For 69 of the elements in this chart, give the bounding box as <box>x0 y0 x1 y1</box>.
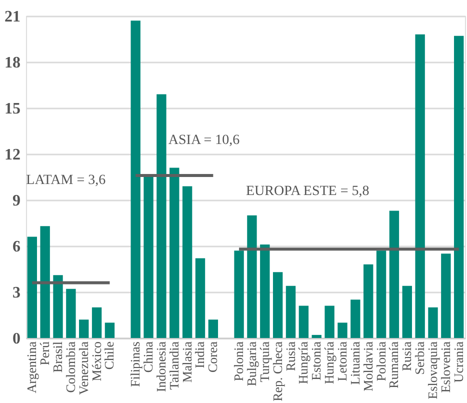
bar <box>247 215 257 338</box>
y-tick-label: 6 <box>12 238 20 256</box>
y-tick-label: 15 <box>4 100 20 118</box>
bar <box>195 258 206 338</box>
bar <box>144 175 154 338</box>
annotation: LATAM = 3,6 <box>26 173 106 188</box>
bar <box>182 186 192 338</box>
bar <box>130 20 140 338</box>
annotation: EUROPA ESTE = 5,8 <box>246 184 370 199</box>
bar <box>79 320 89 338</box>
x-tick-label: Colombia <box>62 341 78 393</box>
bar <box>104 322 115 338</box>
bar <box>272 272 283 338</box>
bar <box>260 244 270 338</box>
x-tick-label: Venezuela <box>76 341 91 395</box>
x-tick-label: Indonesia <box>153 341 168 392</box>
bar <box>376 250 386 338</box>
bar <box>338 322 348 338</box>
annotation: ASIA = 10,6 <box>168 133 240 148</box>
x-tick-label: Tailandia <box>166 341 182 390</box>
x-tick-label: Ucrania <box>450 341 466 383</box>
x-tick-label: Polonia <box>231 341 246 382</box>
y-tick-label: 18 <box>4 54 20 72</box>
bar <box>66 288 76 338</box>
x-tick-label: Rumanía <box>386 341 402 388</box>
bar <box>312 334 322 338</box>
x-tick-label: Hungría <box>296 341 311 384</box>
x-tick-label: India <box>192 341 208 368</box>
bar <box>92 307 102 338</box>
bar <box>298 306 309 338</box>
bar <box>415 34 425 338</box>
y-tick-label: 9 <box>12 192 20 210</box>
bar <box>363 264 374 338</box>
bar <box>53 275 63 338</box>
x-tick-label: Corea <box>205 341 220 373</box>
x-tick-label: Rusia <box>399 341 414 372</box>
bar <box>324 306 334 338</box>
y-tick-label: 0 <box>12 330 20 348</box>
x-tick-label: Perú <box>37 341 52 366</box>
x-tick-label: Serbia <box>412 341 428 375</box>
x-tick-label: Rusia <box>282 341 298 372</box>
x-tick-label: Moldavia <box>360 341 376 392</box>
bar <box>40 226 50 338</box>
x-tick-label: Lituania <box>347 341 362 385</box>
x-tick-label: Polonia <box>373 341 388 382</box>
bar <box>389 210 400 338</box>
y-tick-label: 12 <box>4 146 20 164</box>
x-tick-label: Chile <box>102 341 117 370</box>
x-tick-label: Argentina <box>24 341 40 394</box>
bar <box>170 168 180 338</box>
bar <box>156 94 166 338</box>
x-tick-label: México <box>88 342 104 382</box>
x-tick-label: Brasil <box>50 341 66 373</box>
bar <box>350 300 360 338</box>
y-tick-label: 21 <box>4 8 20 26</box>
bar <box>402 286 412 338</box>
bar <box>208 320 218 338</box>
bar <box>428 307 438 338</box>
x-tick-label: Malasia <box>179 341 194 383</box>
bar <box>286 286 296 338</box>
x-tick-label: Filipinas <box>128 342 143 388</box>
x-tick-label: Eslovaquia <box>424 341 440 400</box>
bar <box>454 36 464 338</box>
bar <box>234 250 244 338</box>
x-tick-label: Hungría <box>322 341 337 384</box>
y-tick-label: 3 <box>12 284 20 302</box>
bar <box>27 236 37 338</box>
x-tick-label: Bulgaria <box>244 341 259 386</box>
bar <box>441 254 451 338</box>
